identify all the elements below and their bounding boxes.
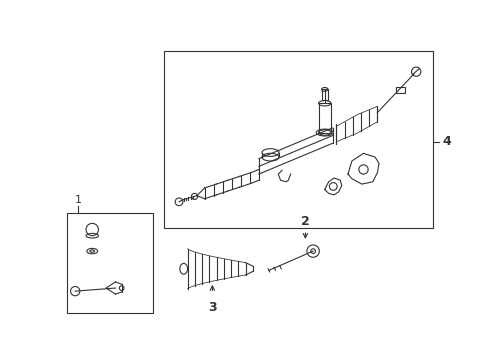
Bar xyxy=(164,51,433,228)
Text: 3: 3 xyxy=(208,301,217,314)
Text: 1: 1 xyxy=(75,195,82,205)
Text: 4: 4 xyxy=(442,135,451,148)
Bar xyxy=(321,89,328,100)
Text: 2: 2 xyxy=(301,215,310,228)
Bar xyxy=(396,87,405,93)
Bar xyxy=(318,103,331,132)
Bar xyxy=(68,213,153,313)
